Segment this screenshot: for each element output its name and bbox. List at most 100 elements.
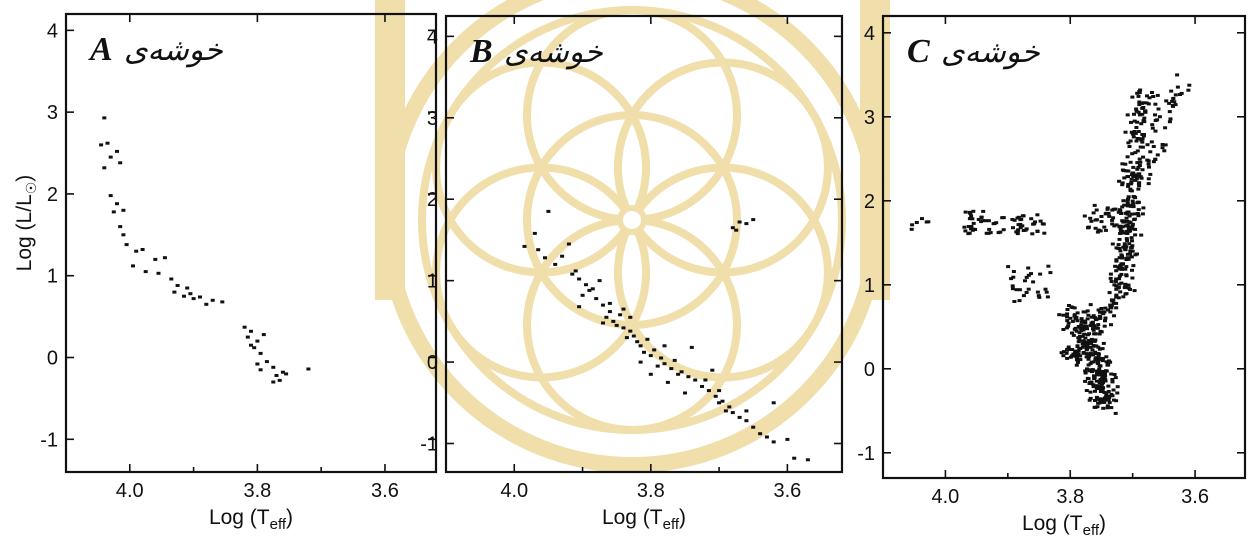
panel-a: 4 3 2 1 0 -1 4.0 3.8 3.6 Log (Teff) Log (L/L☉) A خوش… [13,12,438,533]
data-point [1119,266,1124,270]
data-point [1113,376,1118,380]
data-point [1125,212,1130,216]
data-point [1026,266,1031,270]
data-point [1102,310,1107,314]
data-point [744,222,749,226]
y-tick-label: 1 [47,266,58,288]
data-point [1132,217,1137,221]
data-point [1140,168,1145,172]
data-point [1113,411,1118,415]
data-point [1130,249,1135,253]
data-point [723,409,728,413]
y-tick-label: 2 [864,191,875,213]
data-point [1150,126,1155,130]
data-point [1080,334,1085,338]
data-point [1136,165,1141,169]
watermark-outer-ring [379,0,885,473]
data-point [1118,227,1123,231]
data-point [1153,113,1157,117]
data-point [1090,348,1095,352]
data-point [648,372,653,376]
data-point [986,231,991,235]
data-point [1112,398,1116,402]
panel-title-word: خوشه‌ی [941,35,1040,70]
data-point [1089,315,1094,319]
data-point [983,219,988,223]
data-point [1130,199,1135,203]
data-point [1043,287,1048,291]
data-point [1001,216,1006,220]
data-point [1171,104,1175,108]
data-point [1084,355,1089,359]
data-point [1108,276,1113,280]
x-tick-label: 3.6 [773,480,801,502]
data-point [1124,169,1129,173]
data-point [1116,210,1121,214]
data-point [1088,390,1093,394]
data-point [1123,130,1128,134]
data-point [1112,373,1117,376]
y-tick-label: 4 [864,23,875,45]
data-point [706,389,711,393]
data-point [1134,126,1139,129]
data-point [1140,140,1145,144]
data-point [1117,267,1122,271]
data-point [182,294,186,298]
data-point [1125,204,1130,208]
data-point [1092,374,1096,378]
data-point [1106,397,1111,401]
data-point [1072,306,1077,310]
data-point [1123,247,1127,251]
data-point [1125,232,1130,235]
data-point [1065,308,1070,311]
y-tick-label: 3 [427,108,438,130]
data-point [1045,295,1050,299]
data-point [1126,195,1131,199]
data-point [1130,244,1135,248]
data-point [1129,236,1134,240]
data-point [1040,222,1045,226]
data-point [976,218,981,221]
data-point [1086,225,1091,229]
data-point [1125,210,1130,214]
data-point [1126,197,1130,201]
data-point [1162,149,1167,153]
data-point [1131,202,1136,206]
data-point [1102,396,1107,400]
data-point [1096,308,1101,312]
data-point [1107,401,1112,405]
data-point [686,375,691,379]
data-point [1032,222,1037,226]
data-point [1123,283,1128,287]
data-point [1020,224,1025,228]
data-point [1020,214,1025,218]
data-point [1133,178,1138,182]
data-point [1073,317,1078,321]
data-point [1099,220,1104,224]
data-point [1068,316,1073,320]
data-point [1097,347,1102,351]
panel-b: 4 3 2 1 0 -1 4.0 3.8 3.6 Log (Teff) B خوشه‌ی [420,14,844,533]
data-point [1139,122,1144,126]
data-point [1015,232,1020,236]
data-points [99,116,311,384]
data-point [1112,283,1117,287]
x-tick-label: 4.0 [932,486,960,508]
data-point [1073,349,1078,353]
data-point [1126,175,1130,178]
data-point [1097,314,1102,318]
data-point [1096,323,1101,327]
data-point [306,367,311,371]
data-point [1097,369,1102,373]
data-point [1035,230,1040,233]
data-point [1038,219,1043,223]
data-point [621,307,626,311]
data-point [1093,218,1098,222]
watermark-center-dot [617,205,647,235]
data-point [1130,222,1135,226]
data-point [1096,384,1101,388]
data-point [1099,385,1104,389]
data-point [693,378,698,382]
data-point [1122,242,1127,246]
data-point [771,401,776,405]
